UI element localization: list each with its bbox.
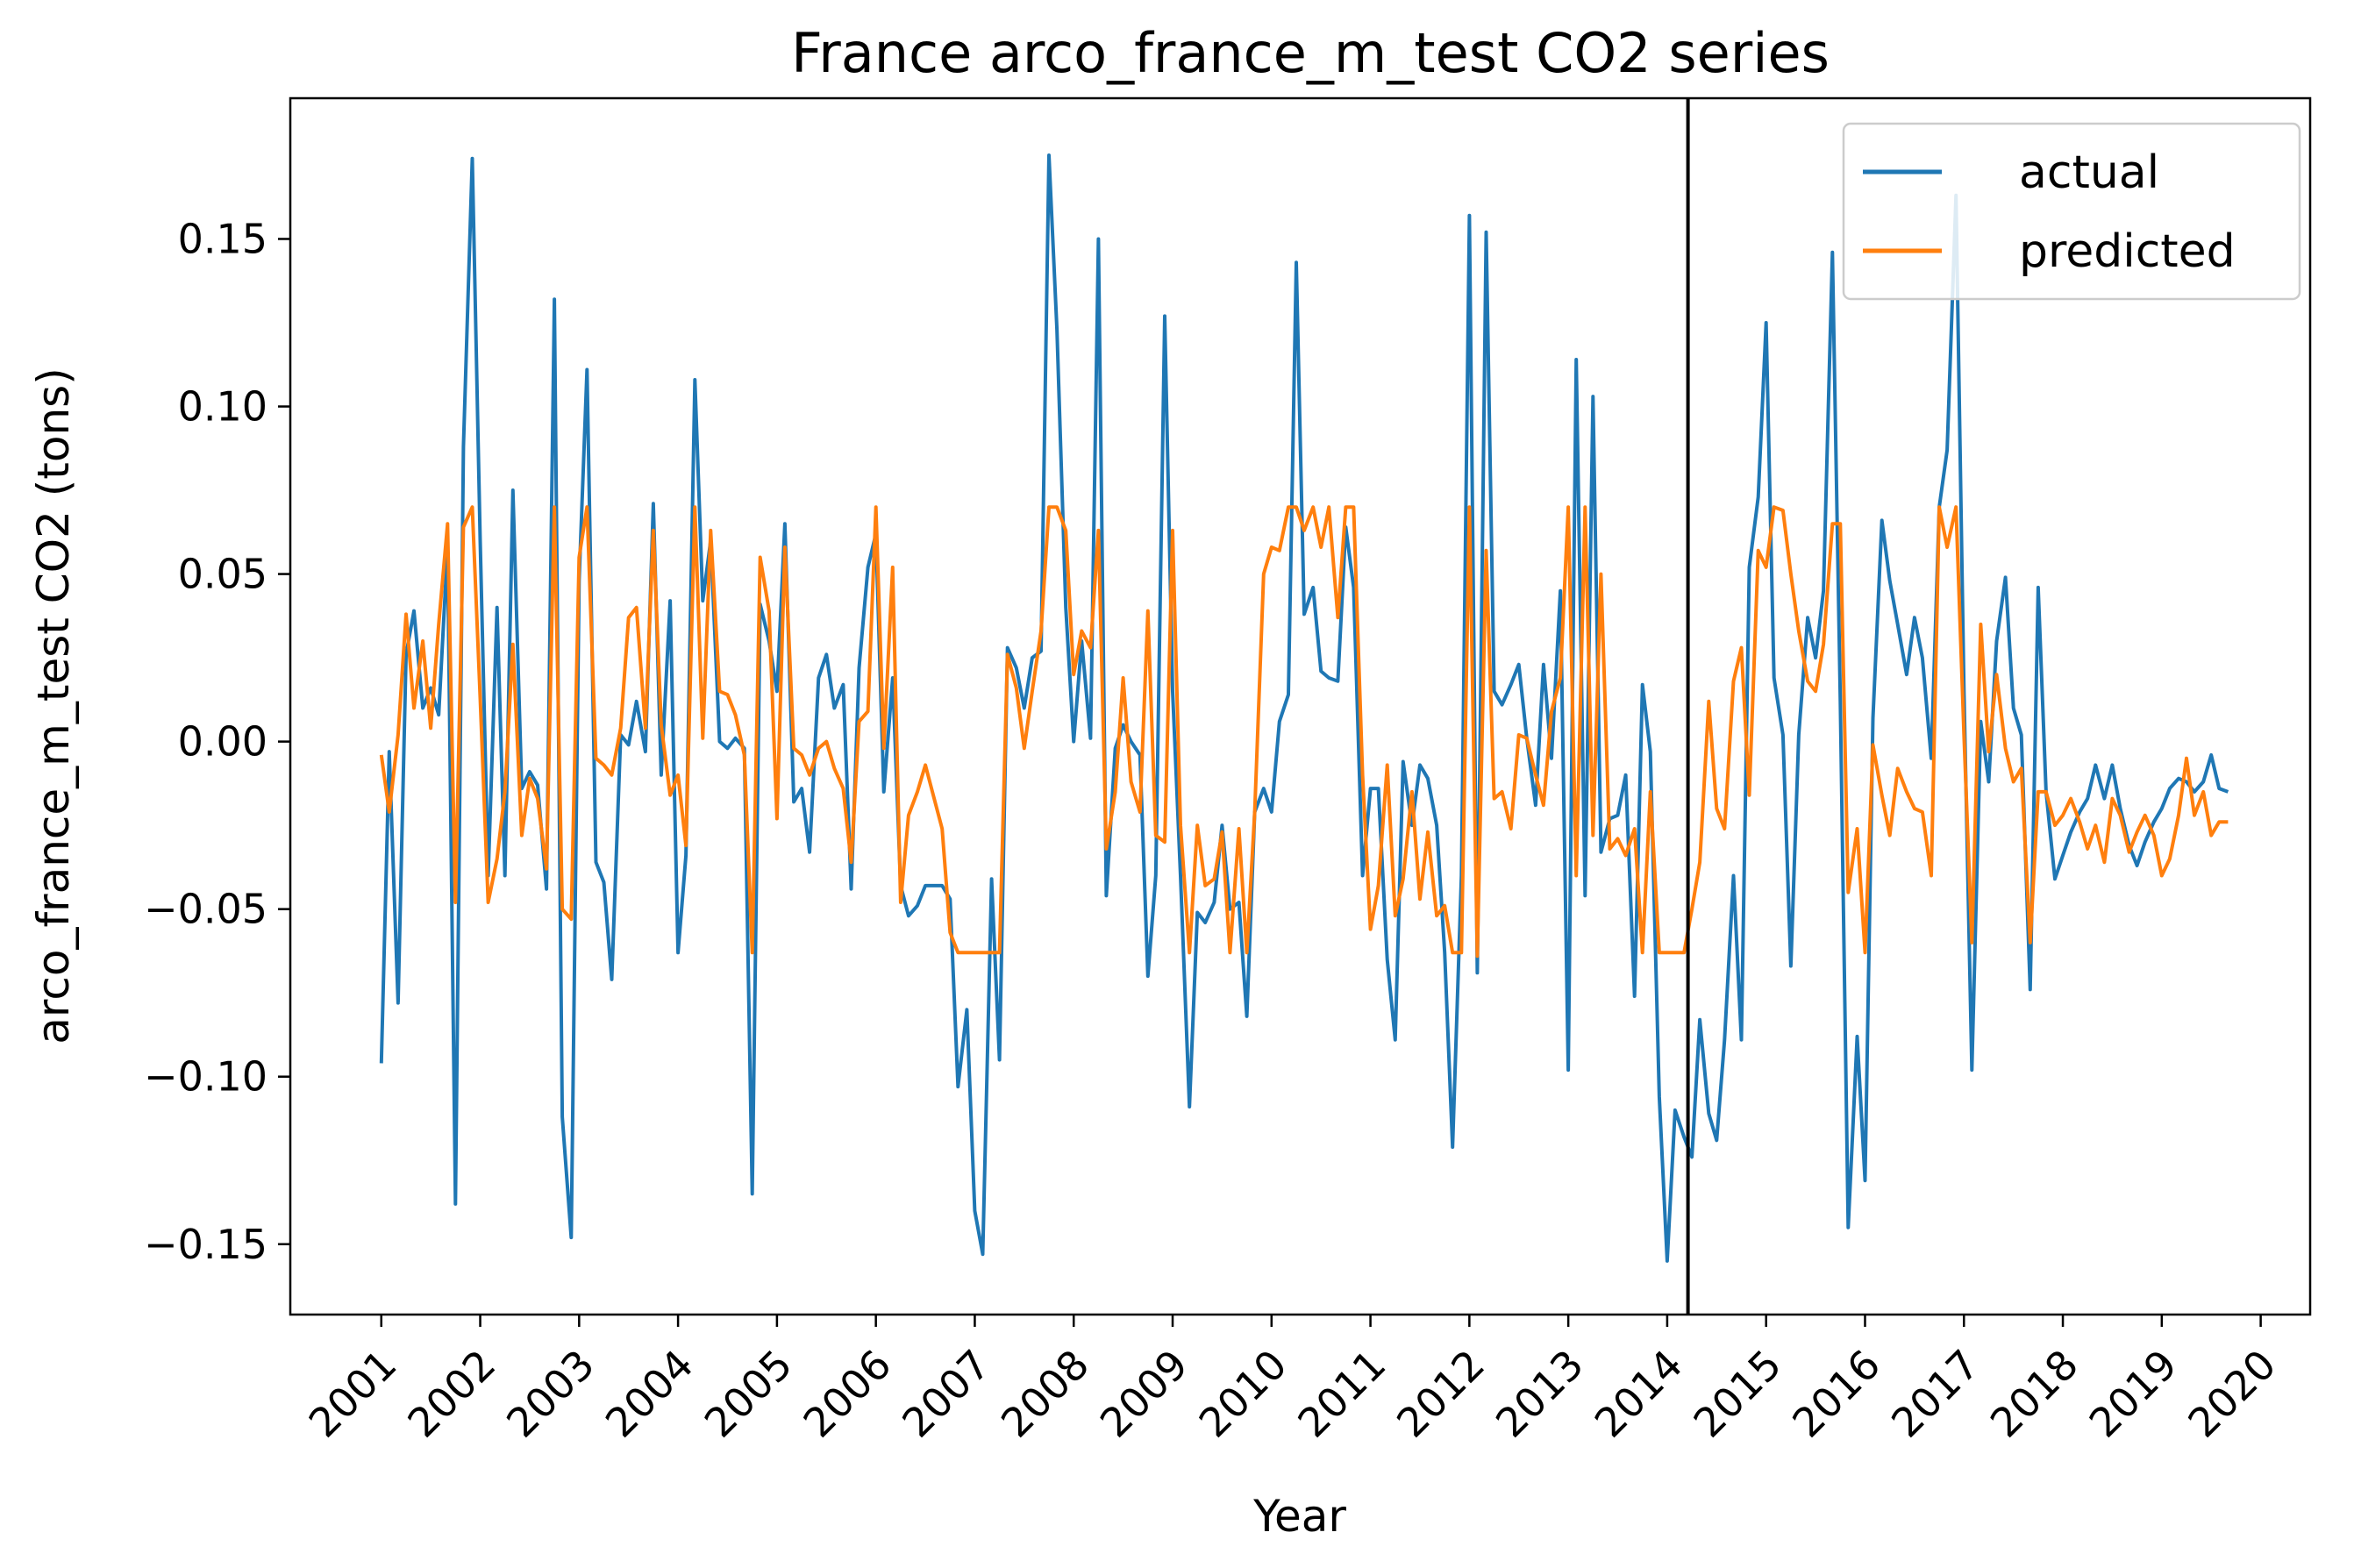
x-axis-label: Year bbox=[1252, 1491, 1346, 1542]
y-tick-label: 0.10 bbox=[178, 383, 268, 431]
y-tick-label: −0.05 bbox=[144, 886, 268, 933]
y-tick-label: 0.05 bbox=[178, 551, 268, 598]
y-tick-label: −0.15 bbox=[144, 1221, 268, 1268]
chart-title: France arco_france_m_test CO2 series bbox=[791, 21, 1830, 85]
y-tick-label: 0.00 bbox=[178, 718, 268, 766]
legend-label-predicted: predicted bbox=[2019, 225, 2236, 278]
plot-frame bbox=[289, 96, 2312, 1316]
legend-label-actual: actual bbox=[2019, 146, 2159, 199]
y-tick-label: 0.15 bbox=[178, 215, 268, 262]
plot-area bbox=[379, 98, 2229, 1315]
series-line-predicted bbox=[379, 505, 2229, 959]
legend: actual predicted bbox=[1842, 122, 2301, 301]
y-tick-label: −0.10 bbox=[144, 1053, 268, 1101]
y-axis-label: arco_france_m_test CO2 (tons) bbox=[28, 367, 79, 1044]
legend-box bbox=[1842, 122, 2301, 301]
y-axis: 0.15 0.10 0.05 0.00 −0.05 −0.10 −0.15 bbox=[144, 215, 290, 1268]
